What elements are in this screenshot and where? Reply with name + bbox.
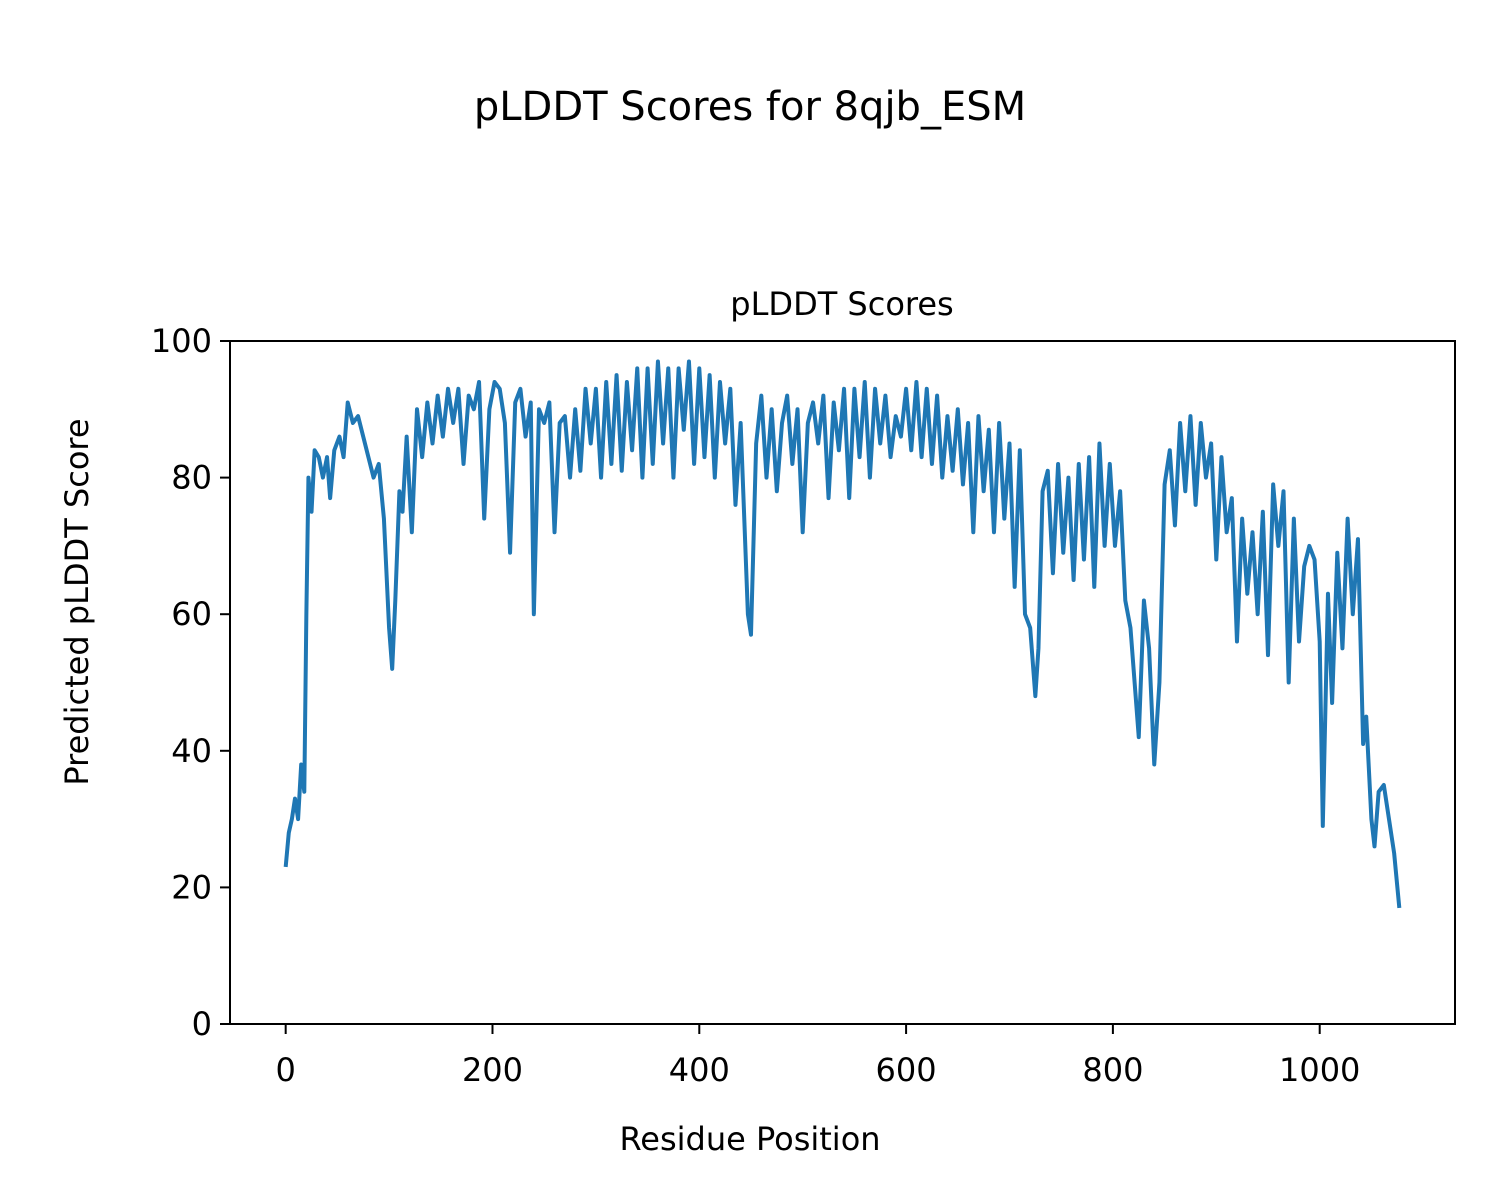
x-tick-label: 200: [462, 1051, 523, 1089]
y-tick-label: 20: [171, 868, 212, 906]
x-tick-label: 600: [876, 1051, 937, 1089]
y-tick-label: 60: [171, 595, 212, 633]
x-tick-label: 1000: [1279, 1051, 1360, 1089]
line-series: [283, 359, 1402, 909]
x-axis-label: Residue Position: [619, 1120, 880, 1158]
y-tick-label: 0: [192, 1005, 212, 1043]
axes-frame: [229, 340, 1456, 1025]
y-tick-label: 80: [171, 459, 212, 497]
chart-title: pLDDT Scores: [730, 285, 953, 323]
x-tick-label: 800: [1082, 1051, 1143, 1089]
y-tick-label: 40: [171, 732, 212, 770]
x-tick-label: 0: [276, 1051, 296, 1089]
chart-suptitle: pLDDT Scores for 8qjb_ESM: [474, 84, 1026, 130]
x-tick-label: 400: [669, 1051, 730, 1089]
y-tick-label: 100: [151, 322, 212, 360]
y-axis-label: Predicted pLDDT Score: [58, 418, 96, 785]
